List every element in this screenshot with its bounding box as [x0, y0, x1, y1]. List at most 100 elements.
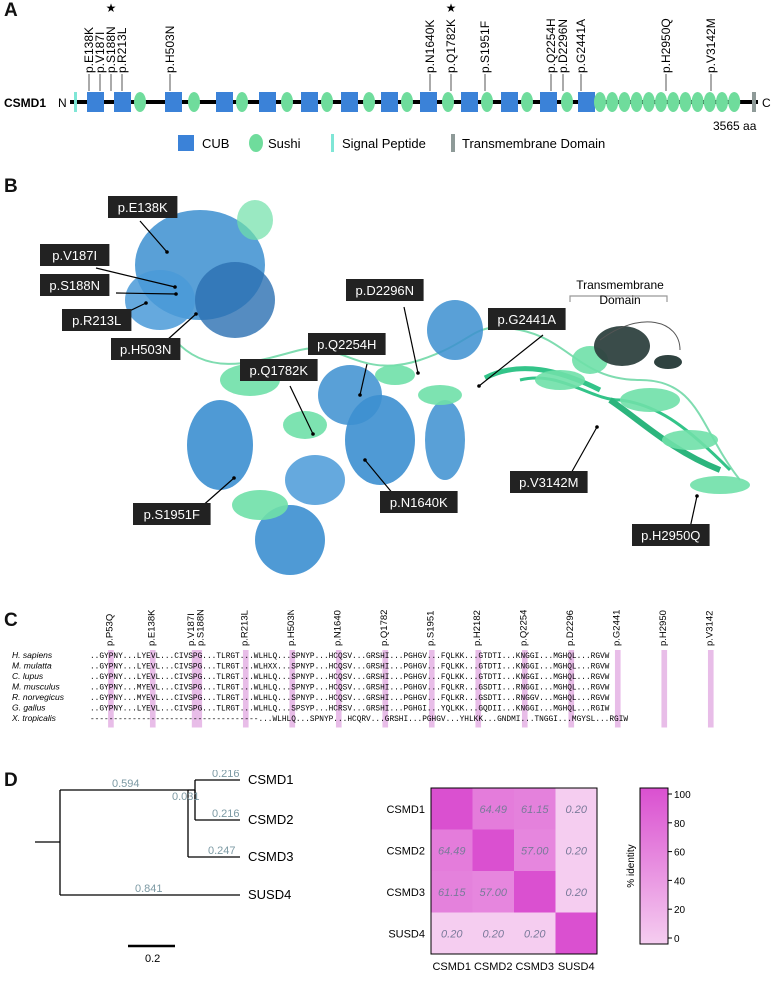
sushi-domain: [134, 92, 146, 112]
legend-sushi-label: Sushi: [268, 136, 301, 151]
sushi-domain: [703, 92, 716, 112]
alignment-header: p.H503N: [286, 610, 297, 646]
legend-tm-swatch: [451, 134, 455, 152]
conserved-column-highlight: [475, 650, 482, 728]
sushi-domain: [281, 92, 293, 112]
callout-p-n1640k: p.N1640K: [363, 458, 458, 513]
cub-domain: [420, 92, 437, 112]
tree-scale-label: 0.2: [145, 953, 160, 965]
heatmap-cell: [514, 912, 556, 954]
callout-p-d2296n: p.D2296N: [346, 279, 424, 375]
domain-legend: CUB Sushi Signal Peptide Transmembrane D…: [178, 134, 605, 152]
heatmap-cell: [555, 871, 597, 913]
callout-p-e138k: p.E138K: [108, 196, 178, 254]
transmembrane-domain-structure: [594, 321, 682, 369]
callout-p-v3142m: p.V3142M: [510, 425, 599, 493]
variant-label: p.R213L: [115, 27, 129, 73]
callout-p-h503n: p.H503N: [111, 312, 198, 360]
branch-label-csmd3: 0.247: [208, 845, 236, 857]
heatmap-col-label: SUSD4: [558, 961, 595, 973]
legend-signal-swatch: [331, 134, 334, 152]
heatmap-cell: [431, 788, 473, 830]
sushi-domain: [236, 92, 248, 112]
callout-box: [62, 309, 132, 331]
heatmap-cell-label: 61.15: [521, 804, 549, 816]
protein-length: 3565 aa: [713, 119, 757, 133]
transmembrane-domain: [752, 92, 756, 112]
sushi-domain: [642, 92, 655, 112]
domain-track: [74, 92, 756, 112]
callout-label: p.G2441A: [498, 312, 557, 327]
species-label: M. mulatta: [12, 661, 52, 671]
variant-label: p.H2950Q: [659, 18, 673, 73]
alignment-header: p.S1951F: [425, 610, 436, 646]
cub-domain: [165, 92, 182, 112]
variant-p-s188n: p.S188N ★: [104, 1, 118, 91]
callout-label: p.V187I: [52, 248, 97, 263]
colorbar-tick-label: 0: [674, 934, 680, 945]
heatmap-cell: [555, 788, 597, 830]
panel-label-d: D: [4, 770, 18, 791]
alignment-header: p.H2950Q: [658, 610, 669, 646]
callout-box: [133, 503, 211, 525]
heatmap-cell-label: 0.20: [524, 928, 546, 940]
callout-box: [108, 196, 178, 218]
callout-label: p.S188N: [49, 278, 100, 293]
alignment-header: p.S188N: [195, 610, 206, 646]
protein-structure: Transmembrane Domain p.E138K p.V187I p.S18…: [40, 196, 750, 575]
conserved-column-highlight: [382, 650, 389, 728]
conserved-column-highlight: [614, 650, 621, 728]
species-label: G. gallus: [12, 703, 46, 713]
callout-p-s1951f: p.S1951F: [133, 476, 236, 525]
alignment-highlights: [108, 650, 714, 728]
alignment-header: p.H2182R: [472, 610, 483, 646]
heatmap-cell-label: 57.00: [521, 845, 549, 857]
star-icon: ★: [446, 1, 457, 15]
variant-p-s1951f: p.S1951F: [478, 21, 492, 91]
variant-p-d2296n: p.D2296N: [556, 19, 570, 91]
sushi-domain: [188, 92, 200, 112]
callout-p-h2950q: p.H2950Q: [632, 494, 710, 546]
alignment-rows: H. sapiens ..GYPNY...LYEVL...CIVSPG...TLR…: [11, 650, 628, 724]
variant-callouts: p.E138K p.V187I p.S188N p.R213L p.H503N p.D22…: [40, 196, 710, 546]
tree-branch-labels: 0.216 0.216 0.031 0.247 0.594 0.841: [112, 770, 240, 895]
heatmap-cell-label: 64.49: [438, 845, 466, 857]
sushi-domain: [481, 92, 493, 112]
variant-label: p.N1640K: [423, 20, 437, 73]
legend-cub-label: CUB: [202, 136, 229, 151]
sushi-domain: [321, 92, 333, 112]
heatmap-cell: [472, 912, 514, 954]
sushi-domain: [363, 92, 375, 112]
colorbar-tick-label: 40: [674, 876, 686, 887]
cub-domain: [259, 92, 276, 112]
c-terminus-label: C: [762, 96, 771, 110]
heatmap-col-label: CSMD2: [474, 961, 513, 973]
variant-p-h503n: p.H503N: [163, 26, 177, 91]
sushi-domain: [606, 92, 619, 112]
heatmap-cell: [514, 871, 556, 913]
heatmap-row-label: CSMD3: [386, 887, 425, 899]
callout-label: p.Q2254H: [317, 337, 376, 352]
cub-domain: [578, 92, 595, 112]
legend-sushi-swatch: [249, 134, 263, 152]
signal-peptide: [74, 92, 77, 112]
callout-p-q2254h: p.Q2254H: [308, 333, 386, 397]
callout-box: [308, 333, 386, 355]
sushi-domain: [679, 92, 692, 112]
conserved-column-highlight: [707, 650, 714, 728]
heatmap-cell: [555, 829, 597, 871]
leaf-susd4: SUSD4: [248, 887, 291, 902]
species-label: R. norvegicus: [12, 692, 65, 702]
callout-box: [40, 274, 110, 296]
colorbar-label: % identity: [626, 844, 637, 887]
callout-p-q1782k: p.Q1782K: [240, 359, 318, 436]
identity-heatmap: 64.49 61.15 0.20 64.49 57.00 0.20 61.15 57.00 0.…: [386, 787, 598, 973]
variant-label: p.Q1782K: [444, 19, 458, 73]
sushi-domain: [667, 92, 680, 112]
conserved-column-highlight: [289, 650, 296, 728]
heatmap-cell: [472, 788, 514, 830]
variant-label: p.E138K: [82, 27, 96, 73]
